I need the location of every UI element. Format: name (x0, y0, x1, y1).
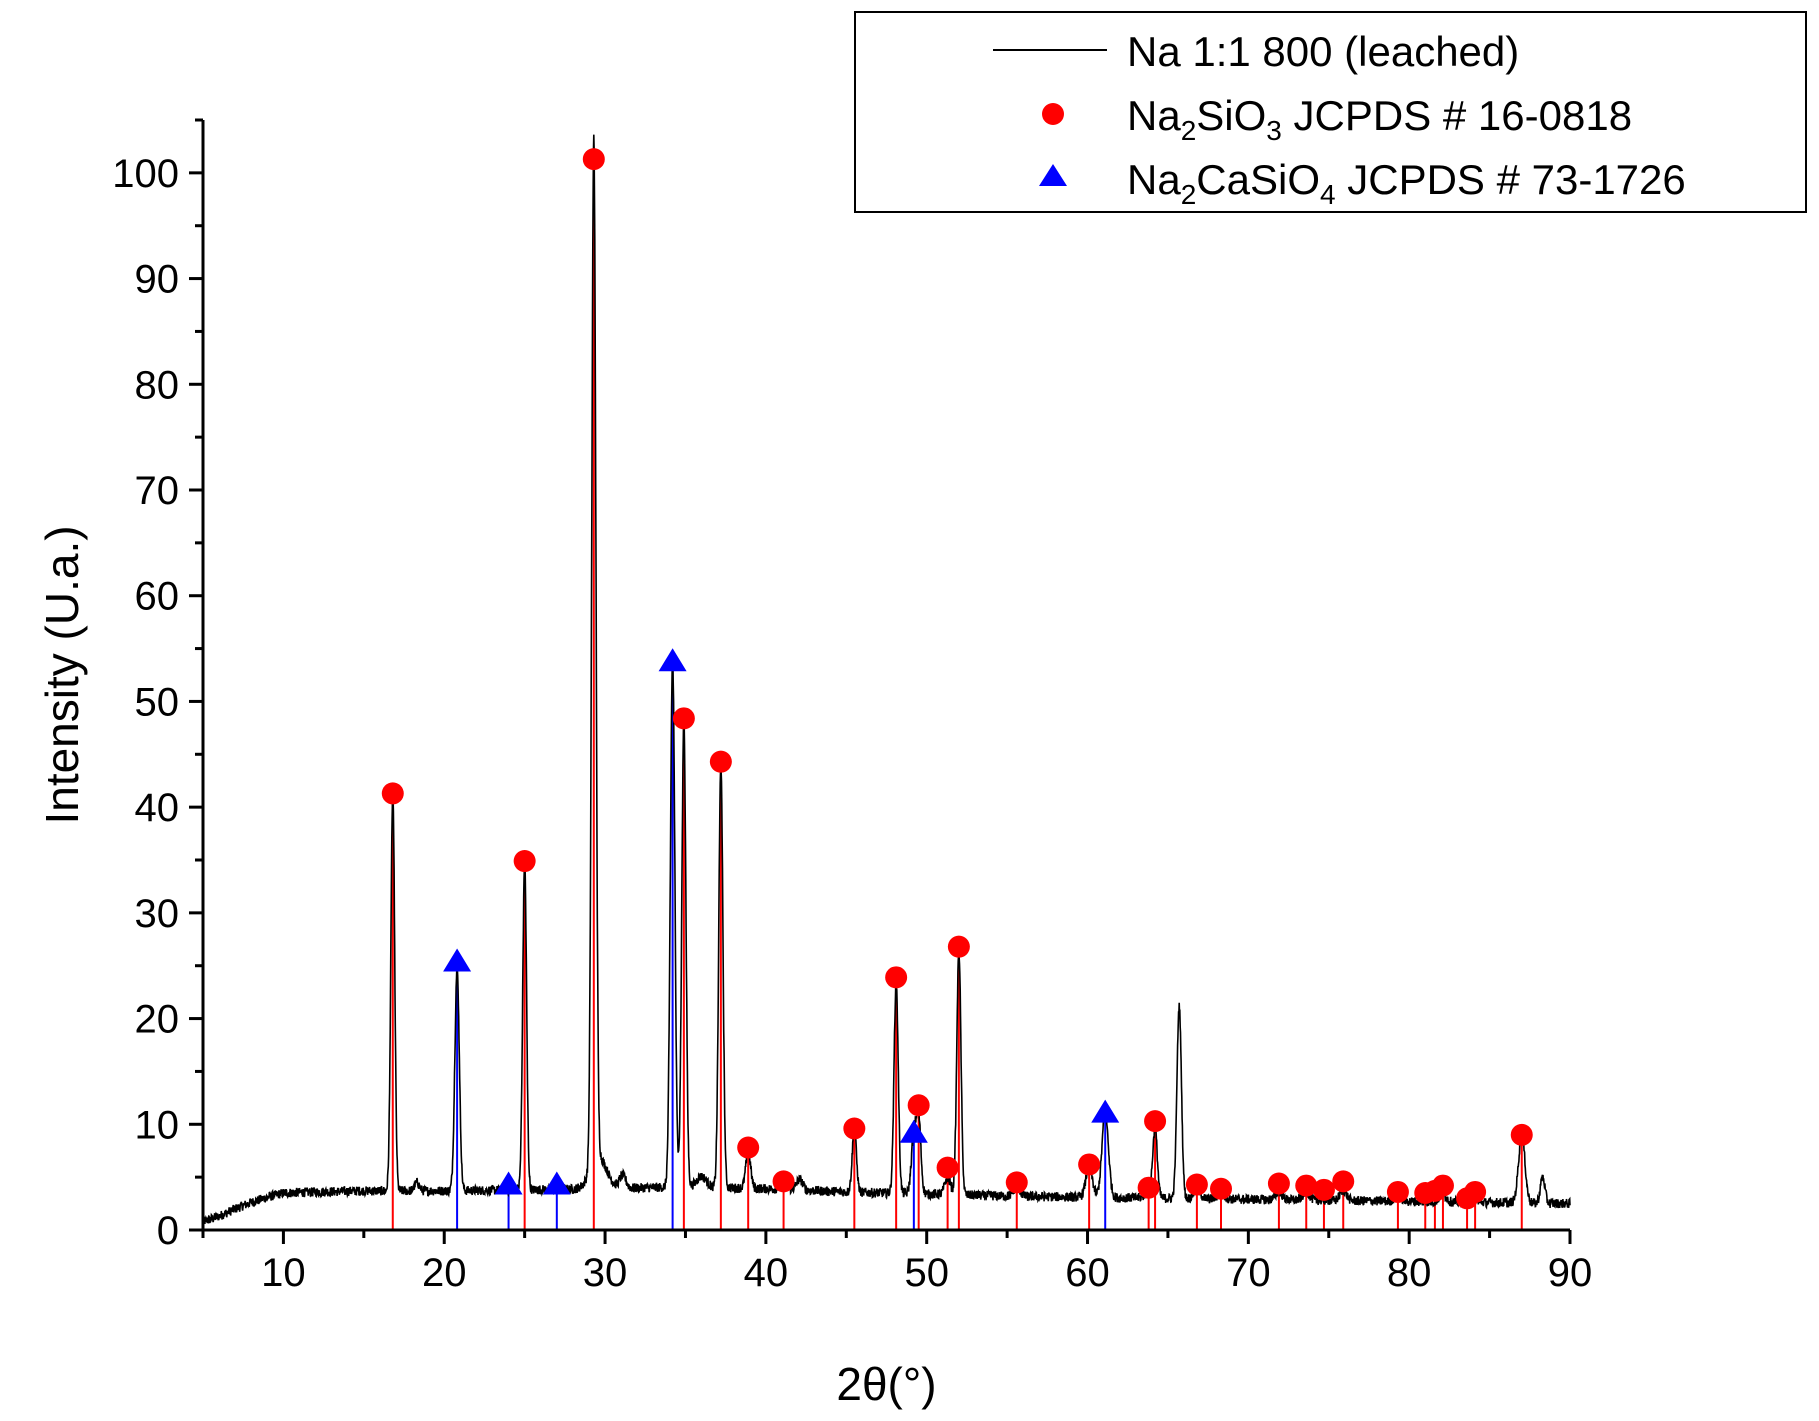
legend-text-part: JCPDS # 16-0818 (1282, 92, 1632, 139)
legend-text-part: JCPDS # 73-1726 (1336, 156, 1686, 203)
na2sio3-peak-marker (672, 707, 695, 730)
legend-text-part: Na (1127, 156, 1181, 203)
na2sio3-peak-marker (936, 1156, 959, 1179)
na2sio3-peak-marker (1210, 1177, 1233, 1200)
na2sio3-peak-marker (737, 1136, 760, 1159)
na2sio3-peak-marker (582, 148, 605, 171)
na2sio3-peak-marker (1295, 1174, 1318, 1197)
y-tick-label: 10 (135, 1103, 180, 1147)
y-tick-label: 60 (135, 575, 180, 619)
na2sio3-peak-marker (1144, 1110, 1167, 1133)
na2casio4-peak-marker (1091, 1099, 1120, 1123)
x-tick-label: 80 (1387, 1251, 1432, 1295)
legend-triangle-swatch (1039, 164, 1067, 186)
legend-text-part: Na (1127, 92, 1181, 139)
na2casio4-peak-marker (443, 948, 472, 972)
na2sio3-peak-marker (843, 1117, 866, 1140)
x-tick-label: 60 (1065, 1251, 1110, 1295)
na2sio3-peak-marker (1267, 1172, 1290, 1195)
x-tick-label: 30 (583, 1251, 628, 1295)
x-tick-label: 10 (261, 1251, 306, 1295)
y-tick-label: 20 (135, 998, 180, 1042)
na2sio3-peak-marker (1464, 1180, 1487, 1203)
y-tick-label: 90 (135, 258, 180, 302)
legend-subscript: 3 (1266, 115, 1282, 146)
na2sio3-peak-marker (1431, 1174, 1454, 1197)
xrd-pattern-group (202, 134, 1571, 1225)
na2casio4-peak-marker (899, 1119, 928, 1143)
legend-subscript: 2 (1181, 115, 1197, 146)
y-tick-label: 30 (135, 892, 180, 936)
na2sio3-peak-marker (513, 850, 536, 873)
na2casio4-peak-marker (542, 1171, 571, 1195)
na2sio3-peak-marker (772, 1170, 795, 1193)
axes: 10 20 30 40 50 60 70 80 90 010203040506070809010… (112, 118, 1593, 1295)
y-tick-label: 70 (135, 469, 180, 513)
legend-circle-swatch (1042, 103, 1064, 125)
y-tick-label: 40 (135, 786, 180, 830)
y-tick-label: 0 (157, 1209, 179, 1253)
na2sio3-peak-marker (1386, 1180, 1409, 1203)
legend-text-part: CaSiO (1196, 156, 1320, 203)
y-ticks: 0 10 20 30 40 50 60 70 80 90 100 (112, 118, 203, 1253)
legend-label-na2sio3: Na2SiO3 JCPDS # 16-0818 (1127, 92, 1632, 146)
reference-markers (381, 148, 1533, 1210)
na2sio3-peak-marker (1332, 1170, 1355, 1193)
na2sio3-peak-marker (381, 782, 404, 805)
y-tick-label: 80 (135, 363, 180, 407)
legend-label-na2casio4: Na2CaSiO4 JCPDS # 73-1726 (1127, 156, 1686, 210)
na2casio4-peak-marker (658, 648, 687, 672)
na2sio3-peak-marker (709, 750, 732, 773)
y-tick-label: 100 (112, 152, 179, 196)
legend-text-part: SiO (1196, 92, 1266, 139)
na2casio4-peak-marker (494, 1171, 523, 1195)
legend: Na 1:1 800 (leached) Na2SiO3 JCPDS # 16-… (854, 11, 1807, 213)
x-tick-label: 40 (744, 1251, 789, 1295)
na2sio3-peak-marker (1312, 1178, 1335, 1201)
y-axis-label: Intensity (U.a.) (36, 525, 88, 824)
x-tick-label: 20 (422, 1251, 467, 1295)
x-tick-label: 70 (1226, 1251, 1271, 1295)
reference-lines (391, 159, 1523, 1230)
legend-frame (854, 11, 1807, 213)
x-tick-label: 50 (904, 1251, 949, 1295)
na2sio3-peak-marker (907, 1094, 930, 1117)
xrd-pattern-line (202, 134, 1571, 1225)
na2sio3-peak-marker (1005, 1171, 1028, 1194)
legend-subscript: 2 (1181, 179, 1197, 210)
plot-area (202, 134, 1571, 1230)
x-tick-label: 90 (1548, 1251, 1593, 1295)
y-tick-label: 50 (135, 680, 180, 724)
na2sio3-peak-marker (947, 935, 970, 958)
na2sio3-peak-marker (885, 966, 908, 989)
na2sio3-peak-marker (1078, 1153, 1101, 1176)
x-ticks: 10 20 30 40 50 60 70 80 90 (201, 1230, 1593, 1295)
x-axis-label: 2θ(°) (836, 1358, 936, 1410)
na2sio3-peak-marker (1137, 1176, 1160, 1199)
na2sio3-peak-marker (1185, 1173, 1208, 1196)
legend-subscript: 4 (1320, 179, 1336, 210)
legend-label-pattern: Na 1:1 800 (leached) (1127, 28, 1519, 75)
na2sio3-peak-marker (1510, 1123, 1533, 1146)
